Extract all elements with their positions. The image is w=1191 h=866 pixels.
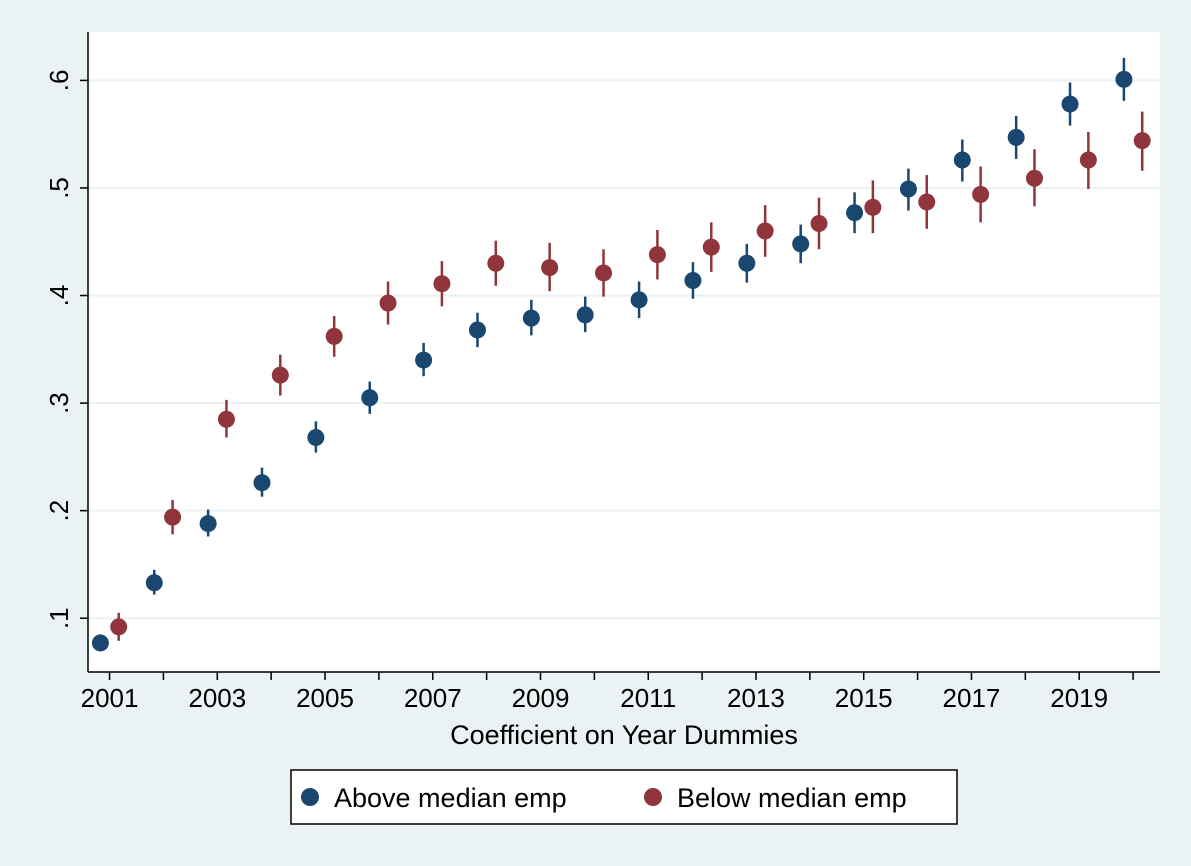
- y-tick-label: .6: [44, 70, 74, 92]
- data-point: [1007, 128, 1025, 146]
- data-point: [684, 271, 702, 289]
- gridlines: [88, 79, 1160, 620]
- data-point: [792, 235, 810, 253]
- data-point: [487, 254, 505, 272]
- data-point: [541, 259, 559, 277]
- y-tick-label: .3: [44, 392, 74, 414]
- data-point: [361, 389, 379, 407]
- data-point: [648, 246, 666, 264]
- data-point: [576, 306, 594, 324]
- data-point: [953, 151, 971, 169]
- data-point: [1115, 70, 1133, 88]
- x-tick-label: 2005: [296, 683, 354, 713]
- data-point: [379, 294, 397, 312]
- x-axis-title: Coefficient on Year Dummies: [450, 720, 798, 750]
- data-point: [522, 309, 540, 327]
- data-point: [271, 366, 289, 384]
- x-tick-label: 2017: [943, 683, 1001, 713]
- x-tick-label: 2007: [404, 683, 462, 713]
- data-point: [918, 193, 936, 211]
- data-point: [864, 198, 882, 216]
- data-point: [307, 429, 325, 447]
- x-tick-label: 2001: [81, 683, 139, 713]
- legend-box: [290, 769, 958, 825]
- data-point: [738, 254, 756, 272]
- data-point: [145, 574, 163, 592]
- x-tick-label: 2009: [512, 683, 570, 713]
- legend-marker-below-median: [644, 788, 662, 806]
- data-point: [702, 238, 720, 256]
- data-point: [110, 618, 128, 636]
- data-point: [1133, 132, 1151, 150]
- data-point: [756, 222, 774, 240]
- series-1: [110, 111, 1151, 641]
- data-point: [1025, 169, 1043, 187]
- data-point: [810, 214, 828, 232]
- data-point: [630, 291, 648, 309]
- plot-area: [88, 32, 1160, 672]
- legend-marker-above-median: [301, 788, 319, 806]
- data-point: [325, 327, 343, 345]
- data-point: [468, 321, 486, 339]
- data-point: [433, 275, 451, 293]
- data-point: [91, 634, 109, 652]
- series-layer: [91, 57, 1151, 652]
- data-point: [415, 351, 433, 369]
- series-0: [91, 57, 1133, 652]
- data-point: [217, 410, 235, 428]
- legend-label-above-median: Above median emp: [334, 783, 567, 813]
- y-tick-label: .1: [44, 607, 74, 629]
- x-tick-label: 2011: [620, 683, 676, 713]
- data-point: [1079, 151, 1097, 169]
- data-point: [972, 185, 990, 203]
- y-tick-label: .2: [44, 500, 74, 522]
- x-tick-label: 2013: [727, 683, 785, 713]
- y-tick-label: .4: [44, 285, 74, 307]
- legend: Above median emp Below median emp: [290, 769, 958, 825]
- data-point: [199, 515, 217, 533]
- data-point: [1061, 95, 1079, 113]
- data-point: [846, 204, 864, 222]
- x-tick-label: 2015: [835, 683, 893, 713]
- data-point: [164, 508, 182, 526]
- data-point: [595, 264, 613, 282]
- x-tick-label: 2003: [188, 683, 246, 713]
- y-tick-label: .5: [44, 177, 74, 199]
- data-point: [253, 474, 271, 492]
- legend-label-below-median: Below median emp: [677, 783, 907, 813]
- data-point: [899, 180, 917, 198]
- x-tick-label: 2019: [1050, 683, 1108, 713]
- axis-ticks: .1 .2 .3 .4 .5 .6 2001 2003 2005 2007 2009 2011 2013…: [44, 70, 1134, 713]
